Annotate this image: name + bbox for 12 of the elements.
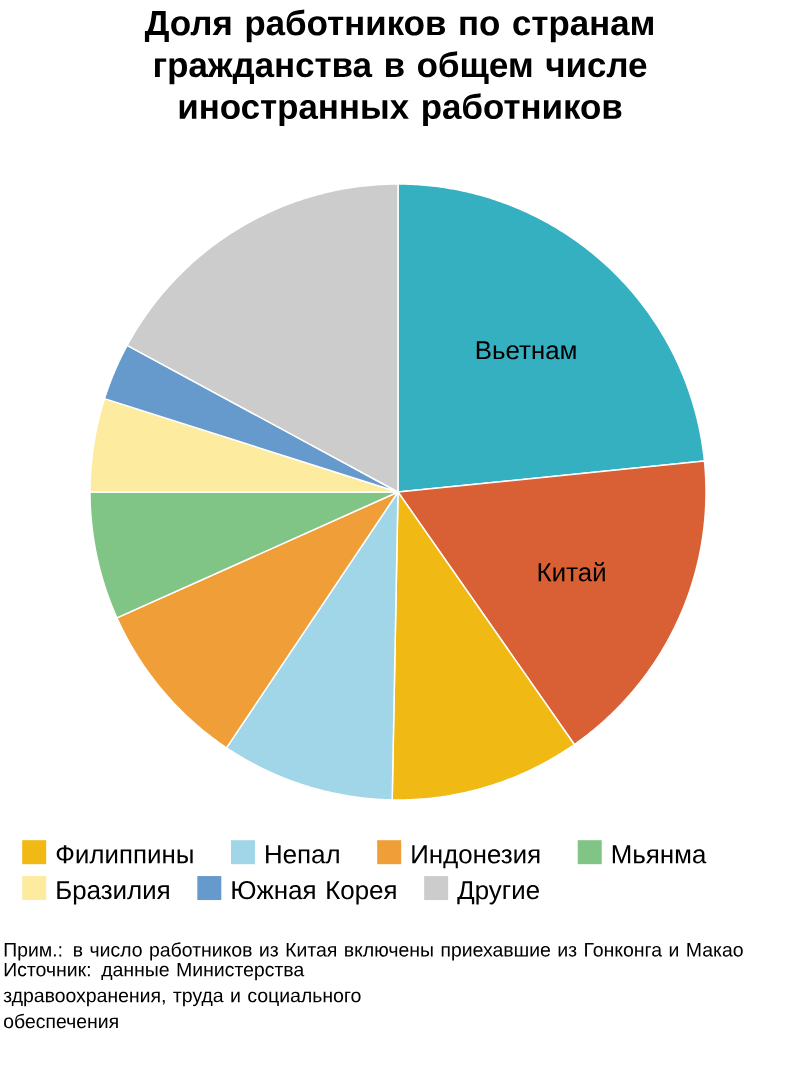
- chart-title: Доля работников по странам гражданства в общем числе иностранных работников: [144, 9, 653, 127]
- legend-label: Южная Корея: [232, 880, 396, 905]
- legend-label: Филиппины: [56, 845, 193, 864]
- text: Прим.: в число работников из Китая включены приехавшие из Гонконга и Макао: [4, 942, 743, 961]
- text: Источник: данные Министерства здравоохранения, труда и социального обеспечения: [3, 962, 361, 1029]
- legend-label: Бразилия: [57, 881, 169, 905]
- slice-label: Вьетнам: [476, 341, 576, 360]
- slice-label: Китай: [538, 561, 605, 582]
- legend-label: Другие: [457, 881, 539, 905]
- legend-label: Индонезия: [412, 845, 540, 869]
- legend-label: Мьянма: [612, 845, 707, 864]
- legend-label: Непал: [266, 845, 339, 864]
